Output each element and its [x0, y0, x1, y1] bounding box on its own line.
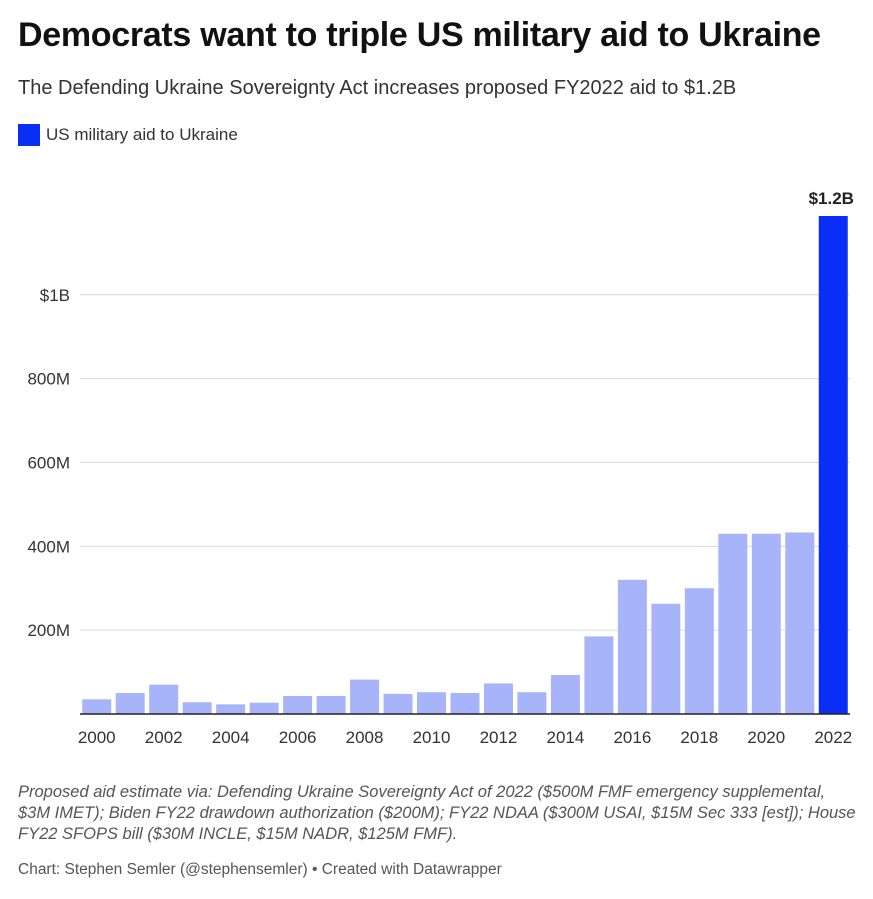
bar-2013 — [517, 692, 547, 714]
y-tick-label: 400M — [27, 537, 70, 556]
bar-2004 — [216, 704, 246, 714]
y-tick-label: 800M — [27, 370, 70, 389]
bar-2018 — [684, 588, 714, 714]
bar-2019 — [718, 533, 748, 714]
bar-2022 — [818, 216, 848, 714]
bar-chart: 200M 400M 600M 800M $1B 2000 2002 2004 2006 2008… — [27, 189, 854, 747]
bar-2009 — [383, 693, 413, 714]
x-tick-label: 2010 — [413, 728, 451, 747]
bar-2002 — [149, 684, 179, 714]
bar-2014 — [550, 675, 580, 714]
y-tick-label: 200M — [27, 621, 70, 640]
bar-2006 — [283, 695, 313, 714]
bar-2020 — [751, 533, 781, 714]
bar-2000 — [82, 699, 112, 714]
bar-2021 — [785, 532, 815, 714]
bar-2008 — [350, 679, 380, 714]
x-tick-label: 2016 — [613, 728, 651, 747]
chart-notes: Proposed aid estimate via: Defending Ukr… — [18, 783, 856, 843]
bar-2007 — [316, 695, 346, 714]
bar-2003 — [182, 702, 212, 714]
bar-2005 — [249, 702, 279, 714]
bar-2011 — [450, 693, 480, 714]
data-label: $1.2B — [809, 189, 854, 208]
bar-2017 — [651, 603, 681, 714]
chart-byline: Chart: Stephen Semler (@stephensemler) •… — [18, 861, 502, 878]
chart-title: Democrats want to triple US military aid… — [18, 16, 821, 54]
chart-subtitle: The Defending Ukraine Sovereignty Act in… — [18, 77, 737, 99]
x-tick-label: 2014 — [547, 728, 585, 747]
data-labels: $1.2B — [809, 189, 854, 208]
legend-label: US military aid to Ukraine — [46, 125, 238, 144]
x-tick-label: 2002 — [145, 728, 183, 747]
x-tick-label: 2022 — [814, 728, 852, 747]
x-tick-label: 2000 — [78, 728, 116, 747]
bar-2015 — [584, 636, 614, 714]
y-axis-labels: 200M 400M 600M 800M $1B — [27, 286, 70, 640]
x-tick-label: 2020 — [747, 728, 785, 747]
bar-2010 — [417, 692, 447, 714]
x-tick-label: 2008 — [346, 728, 384, 747]
x-tick-label: 2006 — [279, 728, 317, 747]
x-tick-label: 2004 — [212, 728, 250, 747]
bar-2012 — [483, 683, 513, 714]
y-tick-label: 600M — [27, 453, 70, 472]
bar-2001 — [115, 693, 145, 714]
legend-swatch — [18, 124, 40, 146]
bars — [82, 216, 848, 714]
legend: US military aid to Ukraine — [18, 124, 238, 146]
x-tick-label: 2018 — [680, 728, 718, 747]
x-axis-labels: 2000 2002 2004 2006 2008 2010 2012 2014 2016 2018… — [78, 728, 852, 747]
bar-2016 — [617, 579, 647, 714]
x-tick-label: 2012 — [480, 728, 518, 747]
y-tick-label: $1B — [40, 286, 70, 305]
